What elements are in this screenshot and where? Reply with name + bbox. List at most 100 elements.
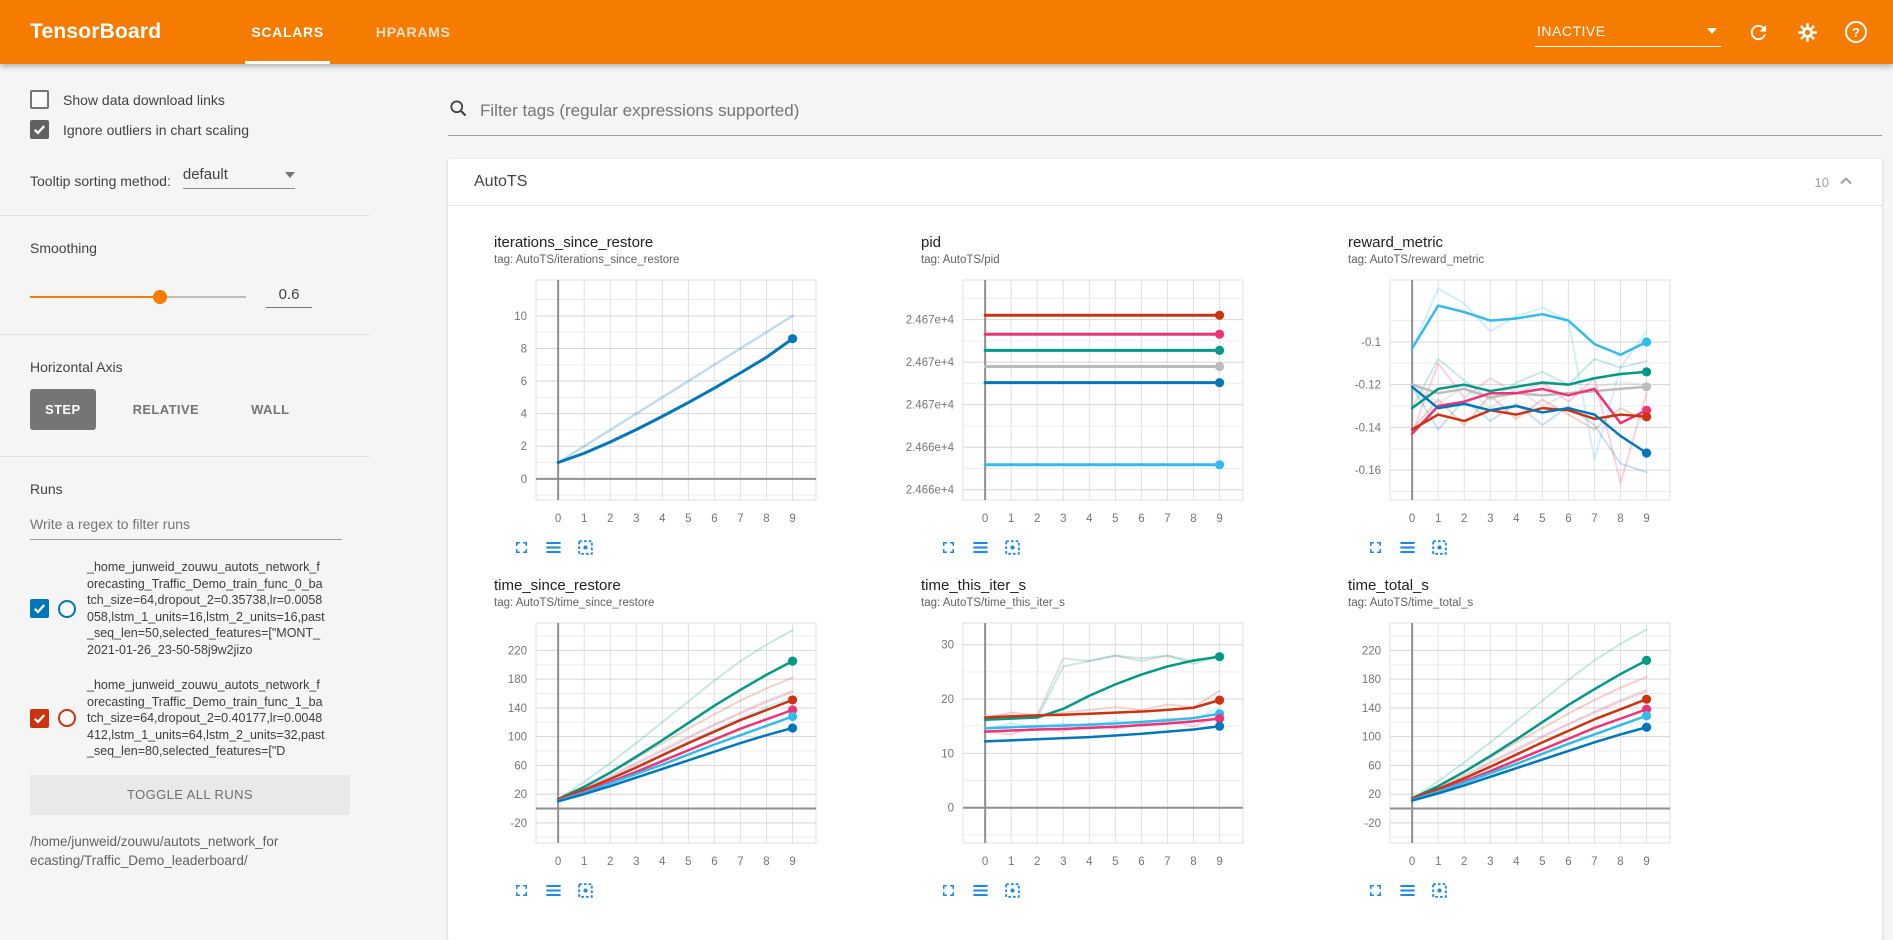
smoothing-value[interactable]: 0.6 [266,286,312,308]
svg-text:1: 1 [1435,856,1441,868]
chart-tag: tag: AutoTS/reward_metric [1348,254,1747,266]
tab-scalars[interactable]: SCALARS [225,0,350,64]
svg-text:9: 9 [1643,856,1649,868]
svg-text:3: 3 [1487,513,1493,525]
run-solo-radio[interactable] [58,600,76,618]
svg-text:4: 4 [1513,856,1520,868]
scalar-chart-reward_metric: reward_metric tag: AutoTS/reward_metric -0… [1320,234,1747,557]
svg-text:1: 1 [581,856,587,868]
svg-text:4: 4 [1086,856,1093,868]
axis-option-wall[interactable]: WALL [236,389,304,430]
svg-text:5: 5 [1112,856,1118,868]
svg-text:0: 0 [1409,856,1415,868]
section-header[interactable]: AutoTS 10 [448,159,1882,206]
fit-domain-icon[interactable] [1003,881,1022,900]
help-glyph: ? [1852,25,1860,40]
runs-filter-input[interactable] [30,514,342,540]
svg-text:20: 20 [514,789,527,801]
data-status-select[interactable]: INACTIVE [1535,18,1721,47]
chart-tag: tag: AutoTS/iterations_since_restore [494,254,893,266]
svg-text:-0.16: -0.16 [1355,465,1381,477]
run-data-icon[interactable] [544,881,563,900]
smoothing-slider-fill [30,296,160,298]
collapse-section-icon[interactable] [1836,171,1856,194]
svg-text:0: 0 [948,803,954,815]
svg-text:8: 8 [763,856,769,868]
chart-title: reward_metric [1348,234,1747,251]
fit-domain-icon[interactable] [576,538,595,557]
chart-toolbar [512,881,893,900]
svg-text:4: 4 [1513,513,1520,525]
run-data-icon[interactable] [1398,881,1417,900]
fit-domain-icon[interactable] [1430,538,1449,557]
axis-option-relative[interactable]: RELATIVE [118,389,215,430]
svg-text:1: 1 [1008,513,1014,525]
run-data-icon[interactable] [544,538,563,557]
expand-chart-icon[interactable] [939,538,958,557]
settings-checkbox-row[interactable]: Ignore outliers in chart scaling [30,120,350,139]
expand-chart-icon[interactable] [939,881,958,900]
chart-tag: tag: AutoTS/pid [921,254,1320,266]
run-data-icon[interactable] [1398,538,1417,557]
run-data-icon[interactable] [971,538,990,557]
svg-text:6: 6 [711,513,717,525]
checkbox-label: Ignore outliers in chart scaling [63,122,249,138]
expand-chart-icon[interactable] [512,881,531,900]
settings-checkbox-row[interactable]: Show data download links [30,90,350,109]
divider [0,215,370,216]
svg-text:6: 6 [1138,856,1144,868]
svg-text:2: 2 [1461,856,1467,868]
chart-tag: tag: AutoTS/time_this_iter_s [921,597,1320,609]
toggle-all-runs-button[interactable]: TOGGLE ALL RUNS [30,775,350,815]
svg-text:60: 60 [514,760,527,772]
svg-text:30: 30 [941,640,954,652]
axis-option-step[interactable]: STEP [30,389,96,430]
svg-text:6: 6 [1565,513,1571,525]
chart-toolbar [1366,538,1747,557]
data-status-label: INACTIVE [1537,23,1606,39]
smoothing-slider[interactable] [30,296,246,298]
svg-text:8: 8 [1190,856,1196,868]
runs-label: Runs [30,481,350,497]
svg-text:5: 5 [1539,513,1545,525]
run-solo-radio[interactable] [58,709,76,727]
tab-hparams[interactable]: HPARAMS [350,0,477,64]
svg-text:-20: -20 [510,818,527,830]
smoothing-slider-thumb[interactable] [153,290,167,304]
expand-chart-icon[interactable] [1366,881,1385,900]
expand-chart-icon[interactable] [1366,538,1385,557]
settings-gear-icon[interactable] [1796,21,1819,44]
run-checkbox[interactable] [30,599,49,618]
tag-filter-input[interactable] [480,101,1882,121]
tooltip-sorting-row: Tooltip sorting method: default [30,166,350,189]
header-actions: INACTIVE ? [1535,18,1867,47]
search-icon [448,98,469,124]
checkbox-checked-icon[interactable] [30,120,49,139]
expand-chart-icon[interactable] [512,538,531,557]
run-checkbox[interactable] [30,709,49,728]
svg-text:3: 3 [1060,513,1066,525]
run-list-item: _home_junweid_zouwu_autots_network_forec… [30,559,350,658]
svg-text:10: 10 [514,311,527,323]
fit-domain-icon[interactable] [576,881,595,900]
chart-canvas[interactable]: 2.467e+42.467e+42.467e+42.466e+42.466e+4… [893,274,1308,536]
tooltip-sorting-select[interactable]: default [183,166,295,189]
help-icon[interactable]: ? [1845,21,1867,43]
checkbox-unchecked-icon[interactable] [30,90,49,109]
refresh-icon[interactable] [1747,21,1770,44]
fit-domain-icon[interactable] [1430,881,1449,900]
fit-domain-icon[interactable] [1003,538,1022,557]
svg-text:0: 0 [1409,513,1415,525]
run-data-icon[interactable] [971,881,990,900]
svg-text:9: 9 [1643,513,1649,525]
svg-text:8: 8 [1617,856,1623,868]
